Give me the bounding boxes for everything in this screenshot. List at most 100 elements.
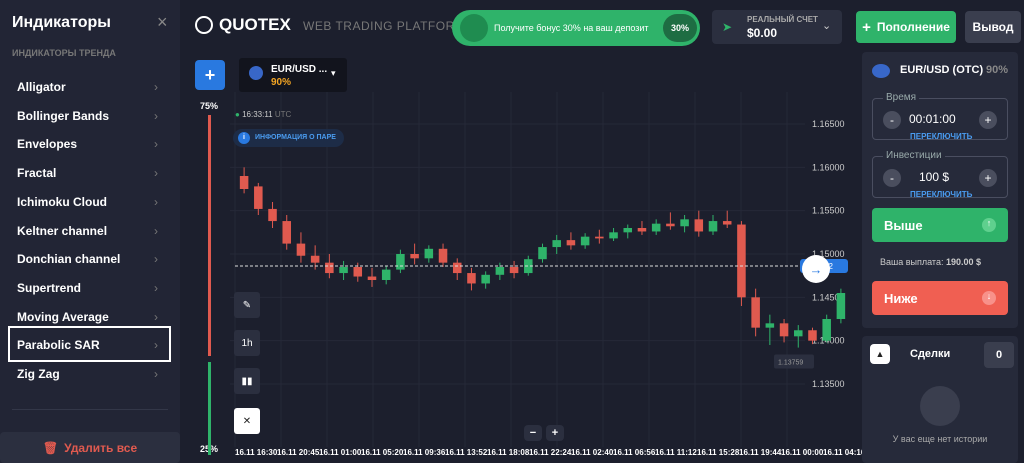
chevron: › — [154, 166, 158, 181]
chevron: › — [154, 194, 158, 209]
down-label: Ниже — [884, 290, 918, 306]
chart-type[interactable]: ▮▮ — [234, 368, 260, 394]
trades-title: Сделки — [910, 348, 951, 360]
chevron: › — [154, 252, 158, 267]
candle-body — [751, 297, 760, 328]
candle-body — [822, 319, 831, 341]
x-tick-label: 16.11 00:00 — [781, 448, 824, 457]
time-field[interactable]: Время - 00:01:00 + ПЕРЕКЛЮЧИТЬ — [872, 92, 1008, 141]
minus[interactable]: - — [883, 111, 901, 129]
zoom-in[interactable]: + — [546, 425, 564, 441]
indicator-item[interactable]: Alligator — [17, 80, 66, 94]
withdraw[interactable]: Вывод — [965, 11, 1021, 43]
chevron: › — [154, 137, 158, 152]
candle-body — [524, 259, 533, 274]
candle-body — [708, 221, 718, 232]
low-marker-label: 1.13759 — [778, 360, 803, 367]
candle-body — [651, 223, 661, 232]
indicator-item[interactable]: Parabolic SAR — [17, 338, 100, 353]
switch-time[interactable]: ПЕРЕКЛЮЧИТЬ — [910, 132, 973, 141]
indicator-item[interactable]: Donchian channel — [17, 252, 121, 267]
x-tick-label: 16.11 13:52 — [445, 448, 488, 457]
candle-body — [637, 228, 647, 232]
collapse[interactable]: ▲ — [870, 344, 890, 364]
y-tick-label: 1.13500 — [812, 379, 845, 389]
x-tick-label: 16.11 09:36 — [403, 448, 446, 457]
chevron: › — [154, 280, 158, 295]
indicator-item[interactable]: Ichimoku Cloud — [17, 194, 107, 209]
bonus-banner[interactable]: Получите бонус 30% на ваш депозит 30% — [452, 10, 700, 46]
asset-dropdown: ▾ — [331, 68, 336, 78]
candle-body — [282, 221, 291, 244]
asset-selector[interactable]: EUR/USD ... 90% ▾ — [239, 58, 347, 92]
draw-tool[interactable]: ✎ — [234, 292, 260, 318]
candle-body — [268, 208, 277, 222]
up-button[interactable]: Выше ↑ — [872, 208, 1008, 242]
account-icon: ➤ — [722, 20, 733, 34]
bar-top: 75% — [200, 101, 219, 111]
zoom-out[interactable]: − — [524, 425, 542, 441]
candle-body — [836, 293, 846, 319]
buy-bar — [208, 362, 211, 455]
candle-body — [396, 254, 405, 270]
indicator-item[interactable]: Bollinger Bands — [17, 108, 110, 123]
candle-body — [438, 248, 448, 263]
chevron: › — [154, 338, 158, 353]
timezone: UTC — [274, 110, 292, 119]
down-button[interactable]: Ниже ↓ — [872, 281, 1008, 315]
plus[interactable]: + — [979, 111, 997, 129]
delete-label: Удалить все — [64, 440, 138, 455]
balance: $0.00 — [747, 26, 778, 40]
platform: WEB TRADING PLATFORM — [303, 19, 466, 33]
candle-body — [765, 323, 775, 328]
switch-invest[interactable]: ПЕРЕКЛЮЧИТЬ — [910, 190, 973, 199]
timeframe[interactable]: 1h — [234, 330, 260, 356]
trade-panel: EUR/USD (OTC) 90% Время - 00:01:00 + ПЕР… — [862, 52, 1018, 328]
invest-value: 100 $ — [919, 170, 950, 184]
candle-body — [381, 269, 391, 280]
candle-body — [367, 276, 377, 280]
deposit[interactable]: + Пополнение — [856, 11, 956, 43]
candle-body — [609, 232, 618, 239]
indicator-item[interactable]: Envelopes — [17, 137, 78, 152]
x-tick-label: 16.11 16:30 — [235, 448, 278, 457]
scroll-latest[interactable]: → — [802, 255, 830, 283]
account[interactable]: ➤ РЕАЛЬНЫЙ СЧЕТ $0.00 ⌄ — [712, 10, 842, 44]
trades-count: 0 — [984, 342, 1014, 368]
indicator-item[interactable]: Supertrend — [17, 280, 82, 295]
payout-label: Ваша выплата: — [880, 257, 944, 267]
add-chart[interactable]: + — [195, 60, 225, 90]
sell-bar — [208, 115, 211, 356]
indicator-item[interactable]: Moving Average — [17, 309, 109, 324]
minus[interactable]: - — [883, 169, 901, 187]
panel-pair: EUR/USD (OTC) — [900, 64, 984, 76]
clock: ● 16:33:11 UTC — [235, 110, 292, 119]
indicator-item[interactable]: Zig Zag — [17, 367, 60, 381]
account-label: РЕАЛЬНЫЙ СЧЕТ — [747, 15, 818, 24]
rocket-icon — [460, 14, 488, 42]
invest-label: Инвестиции — [883, 150, 945, 161]
divider — [12, 409, 168, 410]
plus[interactable]: + — [979, 169, 997, 187]
indicator-item[interactable]: Keltner channel — [17, 223, 108, 238]
indicators-tool[interactable]: ✕ — [234, 408, 260, 434]
invest-field[interactable]: Инвестиции - 100 $ + ПЕРЕКЛЮЧИТЬ — [872, 150, 1008, 199]
asset-pair: EUR/USD ... — [271, 64, 328, 75]
delete-all[interactable]: 🗑 Удалить все — [0, 432, 180, 463]
sidebar-title: Индикаторы — [12, 14, 111, 31]
candle-body — [623, 228, 633, 233]
close[interactable]: × — [157, 12, 168, 32]
indicator-item[interactable]: Fractal — [17, 166, 57, 181]
x-tick-label: 16.11 05:20 — [361, 448, 404, 457]
time-value: 00:01:00 — [909, 112, 956, 126]
chevron: › — [154, 80, 158, 94]
dropdown: ⌄ — [822, 20, 832, 32]
candle-body — [779, 323, 789, 337]
candle-body — [666, 223, 675, 227]
empty-icon — [920, 386, 960, 426]
pair-info[interactable]: i ИНФОРМАЦИЯ О ПАРЕ — [233, 129, 344, 147]
candle-body — [495, 267, 505, 275]
x-tick-label: 16.11 22:24 — [529, 448, 572, 457]
x-tick-label: 16.11 19:44 — [739, 448, 782, 457]
selection-box — [8, 326, 171, 362]
